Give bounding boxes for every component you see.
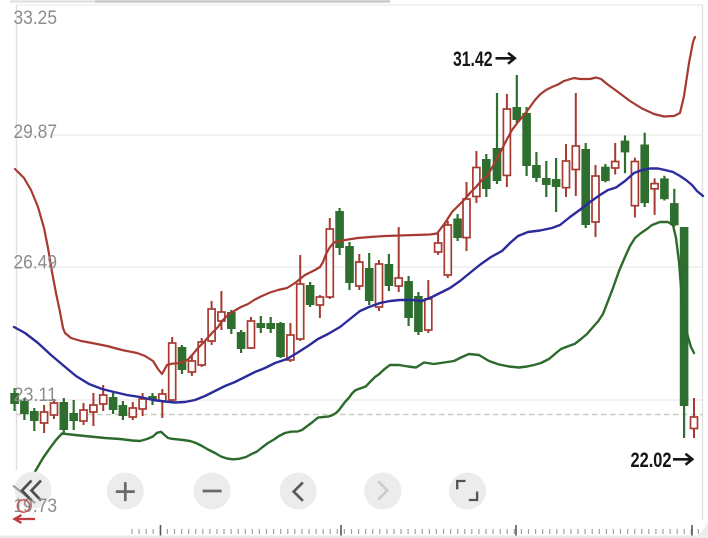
svg-text:33.25: 33.25 <box>14 8 58 29</box>
svg-text:22.02: 22.02 <box>631 448 672 472</box>
svg-text:23.11: 23.11 <box>14 385 58 406</box>
svg-text:31.42: 31.42 <box>453 47 493 71</box>
svg-text:26.49: 26.49 <box>14 253 58 274</box>
svg-text:29.87: 29.87 <box>14 122 58 143</box>
svg-text:19.73: 19.73 <box>14 496 58 517</box>
